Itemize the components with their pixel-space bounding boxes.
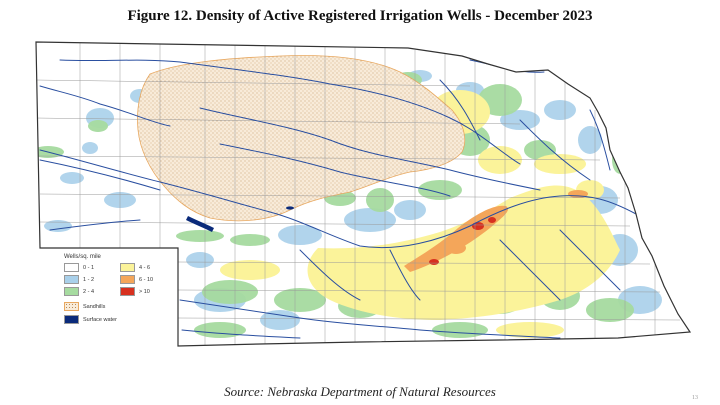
legend-label: 0 - 1	[83, 264, 95, 271]
legend-item-sandhills: Sandhills	[64, 302, 172, 311]
legend-label: 1 - 2	[83, 276, 95, 283]
legend-title: Wells/sq. mile	[64, 254, 101, 260]
map-legend: Wells/sq. mile 0 - 1 4 - 6 1 - 2 6 - 10 2 - …	[64, 254, 172, 328]
legend-label-sandhills: Sandhills	[83, 303, 106, 310]
legend-item-density-class: 1 - 2	[64, 275, 116, 284]
rivers	[39, 59, 637, 339]
legend-swatch	[64, 275, 79, 284]
county-boundaries	[36, 42, 681, 346]
legend-label: > 10	[139, 288, 150, 295]
legend-swatch	[120, 275, 135, 284]
page-number: 13	[692, 395, 698, 401]
sandhills-region	[137, 55, 466, 222]
legend-label: 4 - 6	[139, 264, 151, 271]
legend-swatch	[120, 263, 135, 272]
surface-water-swatch	[64, 315, 79, 324]
surface-water	[186, 206, 294, 232]
legend-label: 6 - 10	[139, 276, 154, 283]
legend-label-surface-water: Surface water	[83, 316, 117, 323]
legend-label: 2 - 4	[83, 288, 95, 295]
sandhills-swatch	[64, 302, 79, 311]
legend-swatch	[120, 287, 135, 296]
legend-item-density-class: 4 - 6	[120, 263, 172, 272]
legend-density-classes: 0 - 1 4 - 6 1 - 2 6 - 10 2 - 4 > 10	[64, 263, 172, 296]
nebraska-state-outline	[35, 41, 692, 347]
legend-item-density-class: 2 - 4	[64, 287, 116, 296]
legend-item-density-class: 6 - 10	[120, 275, 172, 284]
legend-item-density-class: 0 - 1	[64, 263, 116, 272]
legend-item-surface-water: Surface water	[64, 315, 172, 324]
legend-item-density-class: > 10	[120, 287, 172, 296]
source-caption: Source: Nebraska Department of Natural R…	[224, 384, 496, 399]
map-title: Figure 12. Density of Active Registered …	[127, 8, 593, 24]
legend-swatch	[64, 263, 79, 272]
legend-swatch	[64, 287, 79, 296]
